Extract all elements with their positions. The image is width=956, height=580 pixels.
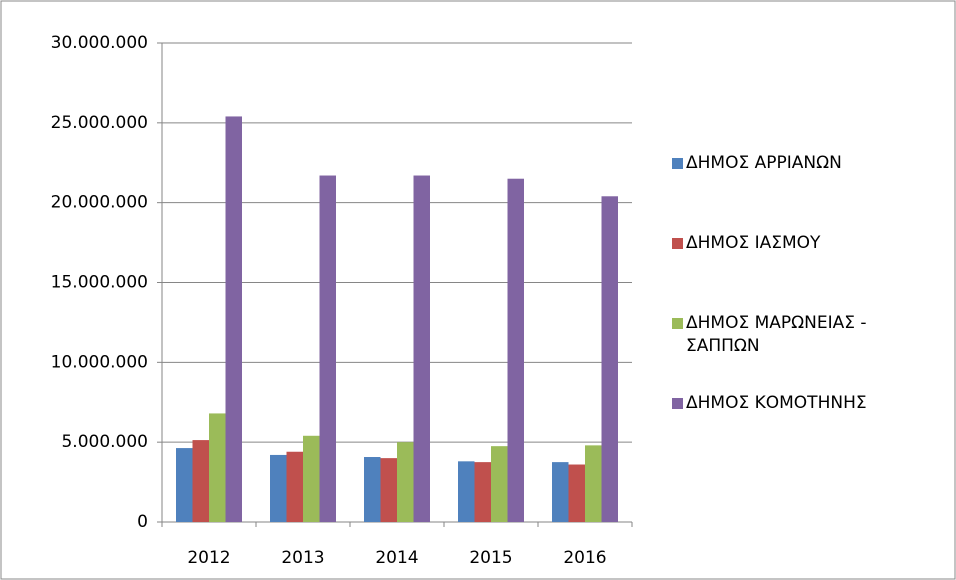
bar — [192, 440, 209, 522]
bar — [176, 448, 193, 522]
legend-entry: ΔΗΜΟΣ ΜΑΡΩΝΕΙΑΣ - ΣΑΠΠΩΝ — [672, 312, 942, 358]
y-tick-label: 10.000.000 — [51, 352, 148, 372]
bar — [364, 457, 381, 522]
legend-entry: ΔΗΜΟΣ ΙΑΣΜΟΥ — [672, 232, 942, 255]
bar — [225, 116, 242, 523]
bar — [585, 445, 602, 522]
legend-swatch — [672, 158, 683, 169]
legend-entry: ΔΗΜΟΣ ΑΡΡΙΑΝΩΝ — [672, 152, 942, 175]
legend-label: ΔΗΜΟΣ ΚΟΜΟΤΗΝΗΣ — [686, 393, 867, 413]
bar — [209, 413, 226, 522]
legend-label: ΔΗΜΟΣ ΙΑΣΜΟΥ — [686, 233, 821, 253]
bar — [491, 446, 508, 522]
legend-swatch — [672, 318, 683, 329]
legend-swatch — [672, 398, 683, 409]
y-tick-label: 5.000.000 — [61, 432, 148, 452]
x-tick-label: 2015 — [469, 548, 512, 568]
legend-label: ΔΗΜΟΣ ΜΑΡΩΝΕΙΑΣ - ΣΑΠΠΩΝ — [686, 313, 867, 356]
y-tick-label: 25.000.000 — [51, 113, 148, 133]
bar — [601, 196, 618, 522]
bar — [319, 175, 336, 523]
bar — [552, 462, 569, 522]
y-tick-label: 30.000.000 — [51, 33, 148, 53]
legend-entry: ΔΗΜΟΣ ΚΟΜΟΤΗΝΗΣ — [672, 392, 942, 415]
y-tick-label: 15.000.000 — [51, 273, 148, 293]
bar — [397, 442, 414, 522]
bar — [286, 451, 303, 522]
y-tick-label: 0 — [137, 512, 148, 532]
bar — [474, 462, 491, 522]
x-tick-label: 2013 — [281, 548, 324, 568]
bar — [380, 458, 397, 522]
bar — [507, 178, 524, 522]
legend-label: ΔΗΜΟΣ ΑΡΡΙΑΝΩΝ — [686, 153, 842, 173]
x-tick-label: 2012 — [187, 548, 230, 568]
legend-swatch — [672, 238, 683, 249]
y-tick-label: 20.000.000 — [51, 193, 148, 213]
bar — [568, 464, 585, 522]
x-tick-label: 2014 — [375, 548, 418, 568]
bar — [303, 435, 320, 522]
bar — [458, 461, 475, 522]
bar — [413, 175, 430, 523]
bar — [270, 454, 287, 522]
x-tick-label: 2016 — [563, 548, 606, 568]
